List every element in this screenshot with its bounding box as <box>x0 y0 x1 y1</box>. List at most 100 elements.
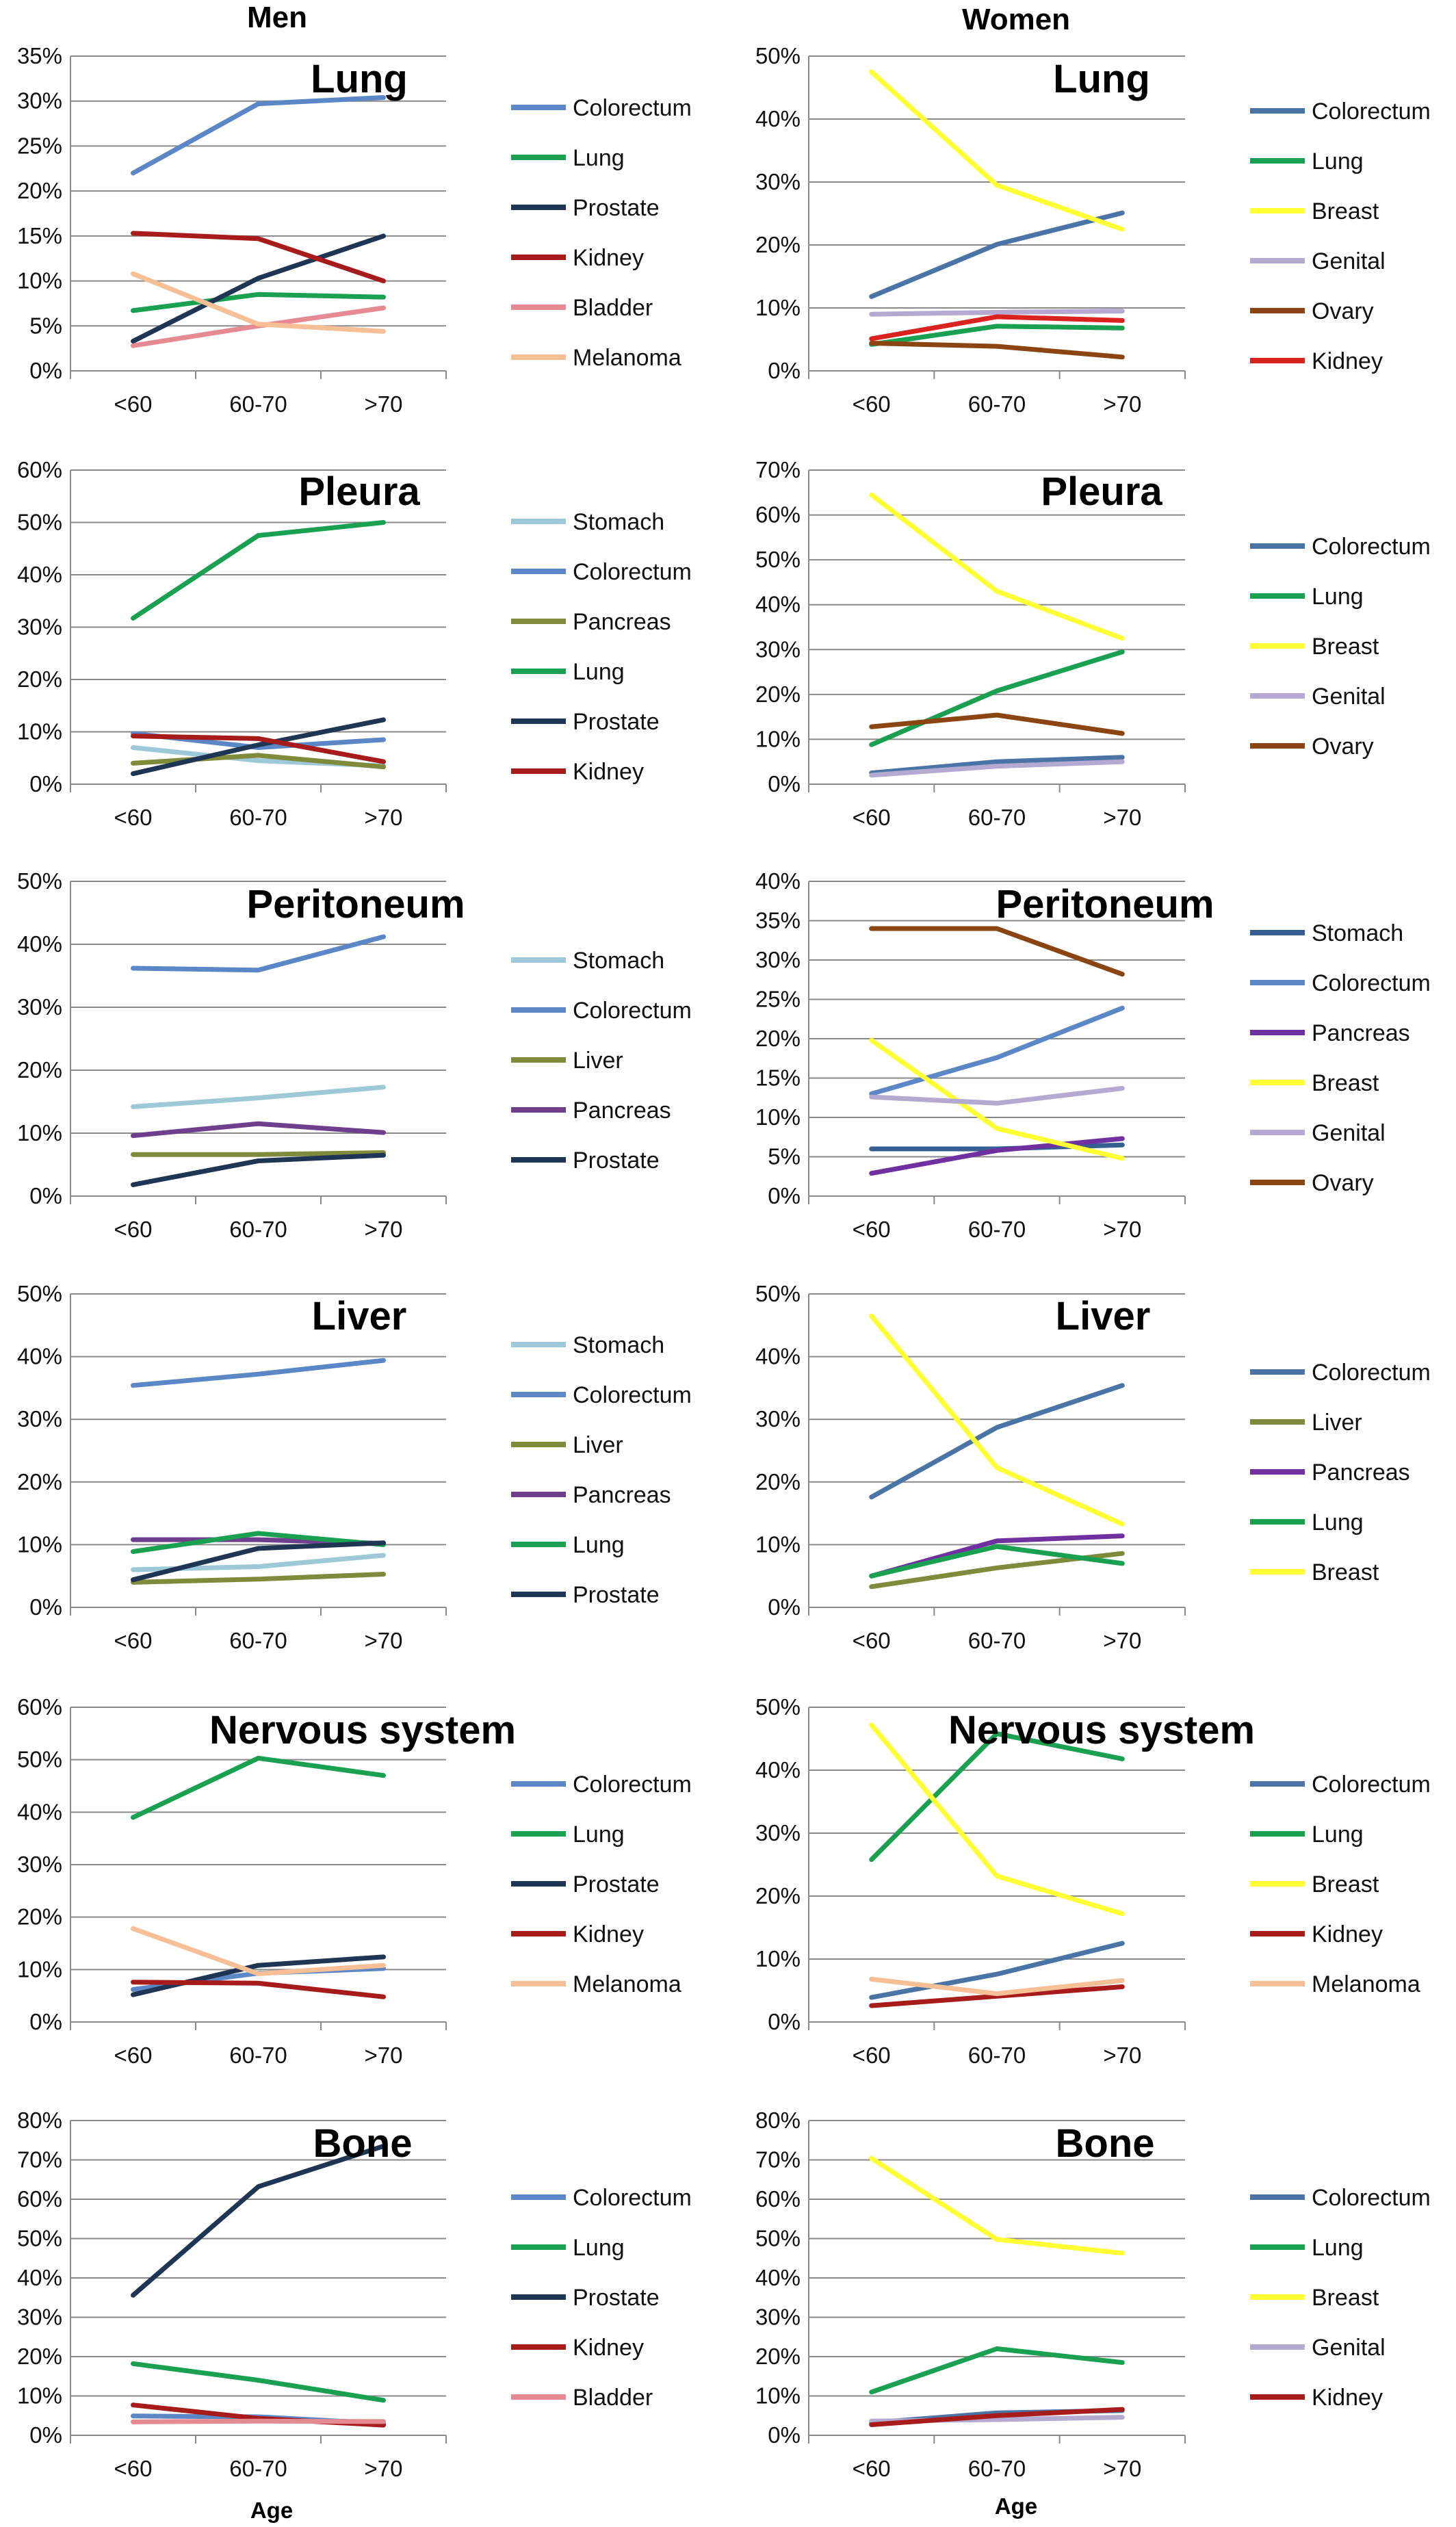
y-tick-label: 40% <box>755 1757 801 1783</box>
y-tick-label: 30% <box>17 994 62 1020</box>
legend-label: Melanoma <box>573 1971 681 1997</box>
x-tick-label: <60 <box>114 1628 153 1653</box>
series-line-melanoma <box>131 271 386 334</box>
y-tick-label: 50% <box>17 868 62 894</box>
x-tick-label: 60-70 <box>968 805 1026 830</box>
x-tick-label: <60 <box>853 2043 891 2068</box>
legend-label: Breast <box>1312 634 1379 660</box>
series-line-breast <box>869 492 1125 641</box>
legend-label: Lung <box>1312 584 1364 610</box>
y-tick-label: 0% <box>768 2422 801 2448</box>
y-tick-label: 50% <box>755 1281 801 1306</box>
y-tick-label: 30% <box>17 1852 62 1877</box>
legend-label: Colorectum <box>1312 970 1431 996</box>
y-tick-label: 60% <box>755 502 801 528</box>
y-tick-label: 20% <box>755 232 801 257</box>
x-tick-label: <60 <box>114 805 153 830</box>
y-tick-label: 60% <box>17 2186 62 2212</box>
series-line-lung <box>131 520 386 621</box>
x-tick-label: 60-70 <box>968 1217 1026 1242</box>
legend-label: Kidney <box>1312 348 1383 374</box>
x-tick-label: 60-70 <box>229 1217 287 1242</box>
series-line-ovary <box>869 926 1125 977</box>
series-line-colorectum <box>131 1358 386 1388</box>
y-tick-label: 10% <box>755 2383 801 2409</box>
legend-label: Ovary <box>1312 1170 1374 1196</box>
legend-label: Colorectum <box>573 559 692 585</box>
y-tick-label: 30% <box>755 947 801 972</box>
series-line-stomach <box>131 1553 386 1572</box>
series-line-prostate <box>131 1152 386 1187</box>
y-tick-label: 0% <box>29 2009 62 2034</box>
y-tick-label: 40% <box>17 562 62 587</box>
series-line-prostate <box>131 1540 386 1583</box>
x-tick-label: <60 <box>114 2043 153 2068</box>
y-tick-label: 0% <box>768 1183 801 1208</box>
x-tick-label: >70 <box>1103 1217 1141 1242</box>
legend-label: Lung <box>573 1532 625 1558</box>
y-tick-label: 30% <box>17 614 62 640</box>
y-tick-label: 70% <box>755 457 801 482</box>
legend-label: Kidney <box>573 1921 644 1947</box>
x-tick-label: >70 <box>365 1628 403 1653</box>
panel-title: Pleura <box>298 469 420 514</box>
series-line-colorectum <box>869 210 1125 299</box>
y-tick-label: 30% <box>17 1406 62 1431</box>
legend-label: Colorectum <box>573 2185 692 2211</box>
x-tick-label: 60-70 <box>968 2043 1026 2068</box>
y-tick-label: 70% <box>755 2147 801 2173</box>
legend-label: Breast <box>1312 1070 1379 1096</box>
y-tick-label: 50% <box>755 1694 801 1720</box>
panel-title: Nervous system <box>948 1708 1255 1752</box>
y-tick-label: 10% <box>755 1531 801 1557</box>
series-line-colorectum <box>869 1383 1125 1500</box>
x-tick-label: 60-70 <box>229 1628 287 1653</box>
y-tick-label: 0% <box>29 358 62 383</box>
legend-label: Stomach <box>573 1332 664 1358</box>
y-tick-label: 0% <box>29 771 62 796</box>
series-line-prostate <box>131 233 386 344</box>
legend-label: Liver <box>1312 1410 1362 1436</box>
legend-label: Prostate <box>573 709 660 735</box>
y-tick-label: 40% <box>17 1344 62 1369</box>
series-line-breast <box>869 2155 1125 2256</box>
legend-label: Prostate <box>573 1148 660 1174</box>
y-tick-label: 10% <box>17 2383 62 2409</box>
legend-label: Genital <box>1312 2335 1386 2361</box>
legend-label: Colorectum <box>573 998 692 1024</box>
series-line-lung <box>869 1731 1125 1863</box>
y-tick-label: 5% <box>29 313 62 338</box>
x-tick-label: 60-70 <box>968 1628 1026 1653</box>
y-tick-label: 40% <box>755 868 801 894</box>
y-tick-label: 20% <box>17 666 62 692</box>
legend-label: Pancreas <box>1312 1460 1410 1486</box>
panel-title: Lung <box>1053 57 1150 101</box>
x-tick-label: >70 <box>1103 2043 1141 2068</box>
legend-label: Lung <box>573 145 625 171</box>
panel-title: Bone <box>313 2121 413 2166</box>
y-tick-label: 40% <box>755 1344 801 1369</box>
series-line-lung <box>869 1544 1125 1579</box>
y-tick-label: 25% <box>17 133 62 158</box>
legend-label: Pancreas <box>573 1482 671 1508</box>
legend-label: Breast <box>1312 1559 1379 1585</box>
x-tick-label: <60 <box>853 1628 891 1653</box>
y-tick-label: 10% <box>17 1531 62 1557</box>
legend-label: Pancreas <box>573 1098 671 1124</box>
series-line-colorectum <box>131 95 386 176</box>
legend-label: Lung <box>1312 148 1364 174</box>
y-tick-label: 0% <box>29 1594 62 1620</box>
legend-label: Breast <box>1312 2285 1379 2311</box>
series-line-breast <box>869 1313 1125 1527</box>
series-line-kidney <box>869 1984 1125 2008</box>
legend-label: Kidney <box>1312 2385 1383 2411</box>
y-tick-label: 60% <box>755 2186 801 2212</box>
legend-label: Kidney <box>573 2335 644 2361</box>
legend-label: Lung <box>573 1822 625 1848</box>
series-line-breast <box>869 1722 1125 1917</box>
y-tick-label: 20% <box>17 2344 62 2369</box>
series-line-lung <box>131 1755 386 1820</box>
series-line-liver <box>131 1150 386 1157</box>
series-line-melanoma <box>869 1976 1125 1997</box>
